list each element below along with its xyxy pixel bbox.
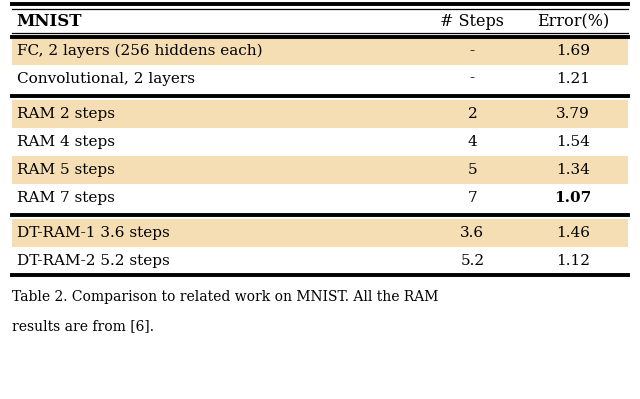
Text: MNIST: MNIST <box>17 13 82 30</box>
Bar <box>12 100 628 128</box>
Text: 1.54: 1.54 <box>556 134 589 149</box>
Text: 1.21: 1.21 <box>556 71 590 86</box>
Text: # Steps: # Steps <box>440 13 504 30</box>
Bar <box>12 184 628 211</box>
Text: 5.2: 5.2 <box>460 253 484 268</box>
Bar <box>12 247 628 275</box>
Bar <box>12 65 628 93</box>
Text: 7: 7 <box>467 190 477 205</box>
Text: DT-RAM-2 5.2 steps: DT-RAM-2 5.2 steps <box>17 253 170 268</box>
Text: FC, 2 layers (256 hiddens each): FC, 2 layers (256 hiddens each) <box>17 43 262 58</box>
Text: 4: 4 <box>467 134 477 149</box>
Text: 1.12: 1.12 <box>556 253 590 268</box>
Text: 1.34: 1.34 <box>556 162 589 177</box>
Text: Table 2. Comparison to related work on MNIST. All the RAM: Table 2. Comparison to related work on M… <box>12 290 438 304</box>
Bar <box>12 128 628 156</box>
Text: 3.79: 3.79 <box>556 107 589 121</box>
Text: RAM 5 steps: RAM 5 steps <box>17 162 115 177</box>
Text: RAM 2 steps: RAM 2 steps <box>17 107 115 121</box>
Text: 3.6: 3.6 <box>460 225 484 240</box>
Text: 5: 5 <box>467 162 477 177</box>
Text: -: - <box>470 43 475 58</box>
Bar <box>12 219 628 247</box>
Text: Convolutional, 2 layers: Convolutional, 2 layers <box>17 71 195 86</box>
Bar <box>12 156 628 184</box>
Text: 2: 2 <box>467 107 477 121</box>
Text: results are from [6].: results are from [6]. <box>12 320 154 334</box>
Text: Error(%): Error(%) <box>537 13 609 30</box>
Text: RAM 4 steps: RAM 4 steps <box>17 134 115 149</box>
Bar <box>12 37 628 65</box>
Text: 1.69: 1.69 <box>556 43 590 58</box>
Text: -: - <box>470 71 475 86</box>
Text: RAM 7 steps: RAM 7 steps <box>17 190 115 205</box>
Text: 1.46: 1.46 <box>556 225 590 240</box>
Text: 1.07: 1.07 <box>554 190 591 205</box>
Text: DT-RAM-1 3.6 steps: DT-RAM-1 3.6 steps <box>17 225 170 240</box>
